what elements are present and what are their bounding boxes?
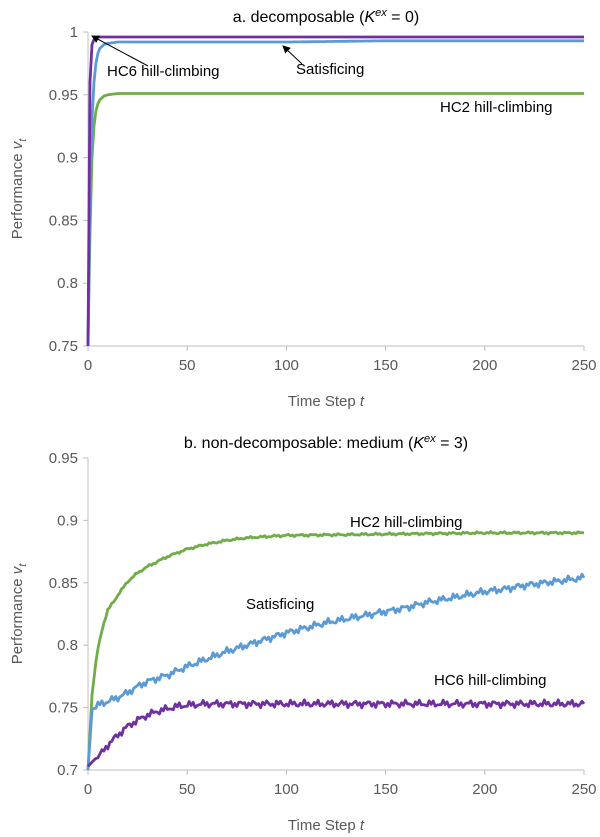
annotation-hc2: HC2 hill-climbing	[350, 514, 463, 531]
y-tick-label: 1	[70, 24, 78, 41]
x-tick-label: 0	[84, 357, 92, 374]
chart-title-k-sup: ex	[375, 7, 387, 19]
x-tick-label: 250	[571, 357, 596, 374]
y-tick-label: 0.8	[57, 637, 78, 654]
series-line-hc2	[86, 92, 584, 347]
y-tick-label: 0.85	[49, 212, 78, 229]
chart-title-text: b. non-decomposable: medium (	[184, 435, 414, 452]
series-line-sat	[86, 572, 586, 771]
chart-title: a. decomposable (Kex = 0)	[233, 7, 419, 26]
y-axis-title-sub: t	[17, 563, 29, 567]
x-axis-title: Time Step t	[288, 817, 365, 834]
chart-a: a. decomposable (Kex = 0) 0.75 0.8 0.85 0.9 0…	[9, 7, 597, 410]
y-tick-label: 0.75	[49, 700, 78, 717]
y-axis-title-var: v	[9, 565, 26, 574]
annotation-arrow-hc6	[91, 35, 149, 67]
chart-title-k-sup: ex	[424, 433, 436, 445]
annotation-sat: Satisficing	[246, 596, 314, 613]
y-axis-title: Performance vt	[9, 563, 29, 665]
x-tick-label: 200	[472, 357, 497, 374]
annotation-hc6: HC6 hill-climbing	[107, 63, 220, 80]
series-line-hc6	[86, 698, 586, 768]
chart-title-end: = 0)	[387, 9, 419, 26]
y-axis-title-sub: t	[17, 138, 29, 142]
y-tick-label: 0.8	[57, 275, 78, 292]
annotation-hc6: HC6 hill-climbing	[434, 672, 547, 689]
y-axis-title-var: v	[9, 140, 26, 149]
y-tick-label: 0.9	[57, 512, 78, 529]
y-tick-label: 0.75	[49, 338, 78, 355]
y-axis-title-text: Performance	[9, 149, 26, 239]
annotation-sat: Satisficing	[296, 61, 364, 78]
chart-title: b. non-decomposable: medium (Kex = 3)	[184, 433, 468, 452]
series-line-hc2	[86, 530, 585, 771]
chart-title-k: K	[364, 9, 376, 26]
y-tick-label: 0.7	[57, 762, 78, 779]
x-axis-title: Time Step t	[288, 393, 365, 410]
chart-title-end: = 3)	[436, 435, 468, 452]
x-tick-label: 0	[84, 781, 92, 798]
annotation-hc2: HC2 hill-climbing	[440, 99, 553, 116]
annotation-arrow-sat	[282, 45, 303, 65]
chart-b: b. non-decomposable: medium (Kex = 3) 0.7…	[9, 433, 597, 834]
chart-title-text: a. decomposable (	[233, 9, 365, 26]
x-tick-label: 150	[373, 357, 398, 374]
chart-title-k: K	[413, 435, 425, 452]
series-line-sat	[86, 39, 584, 347]
y-axis-title: Performance vt	[9, 138, 29, 240]
x-axis-title-text: Time Step	[288, 817, 360, 834]
x-tick-label: 50	[179, 357, 196, 374]
y-tick-label: 0.95	[49, 450, 78, 467]
x-tick-label: 100	[274, 357, 299, 374]
x-axis-title-var: t	[360, 393, 365, 410]
x-axis-title-text: Time Step	[288, 393, 360, 410]
y-tick-label: 0.9	[57, 150, 78, 167]
series-line-hc6	[86, 35, 584, 347]
x-tick-label: 200	[472, 781, 497, 798]
x-tick-label: 250	[571, 781, 596, 798]
y-tick-label: 0.95	[49, 87, 78, 104]
y-axis-title-text: Performance	[9, 574, 26, 664]
x-tick-label: 100	[274, 781, 299, 798]
x-tick-label: 150	[373, 781, 398, 798]
x-axis-title-var: t	[360, 817, 365, 834]
x-tick-label: 50	[179, 781, 196, 798]
y-tick-label: 0.85	[49, 575, 78, 592]
